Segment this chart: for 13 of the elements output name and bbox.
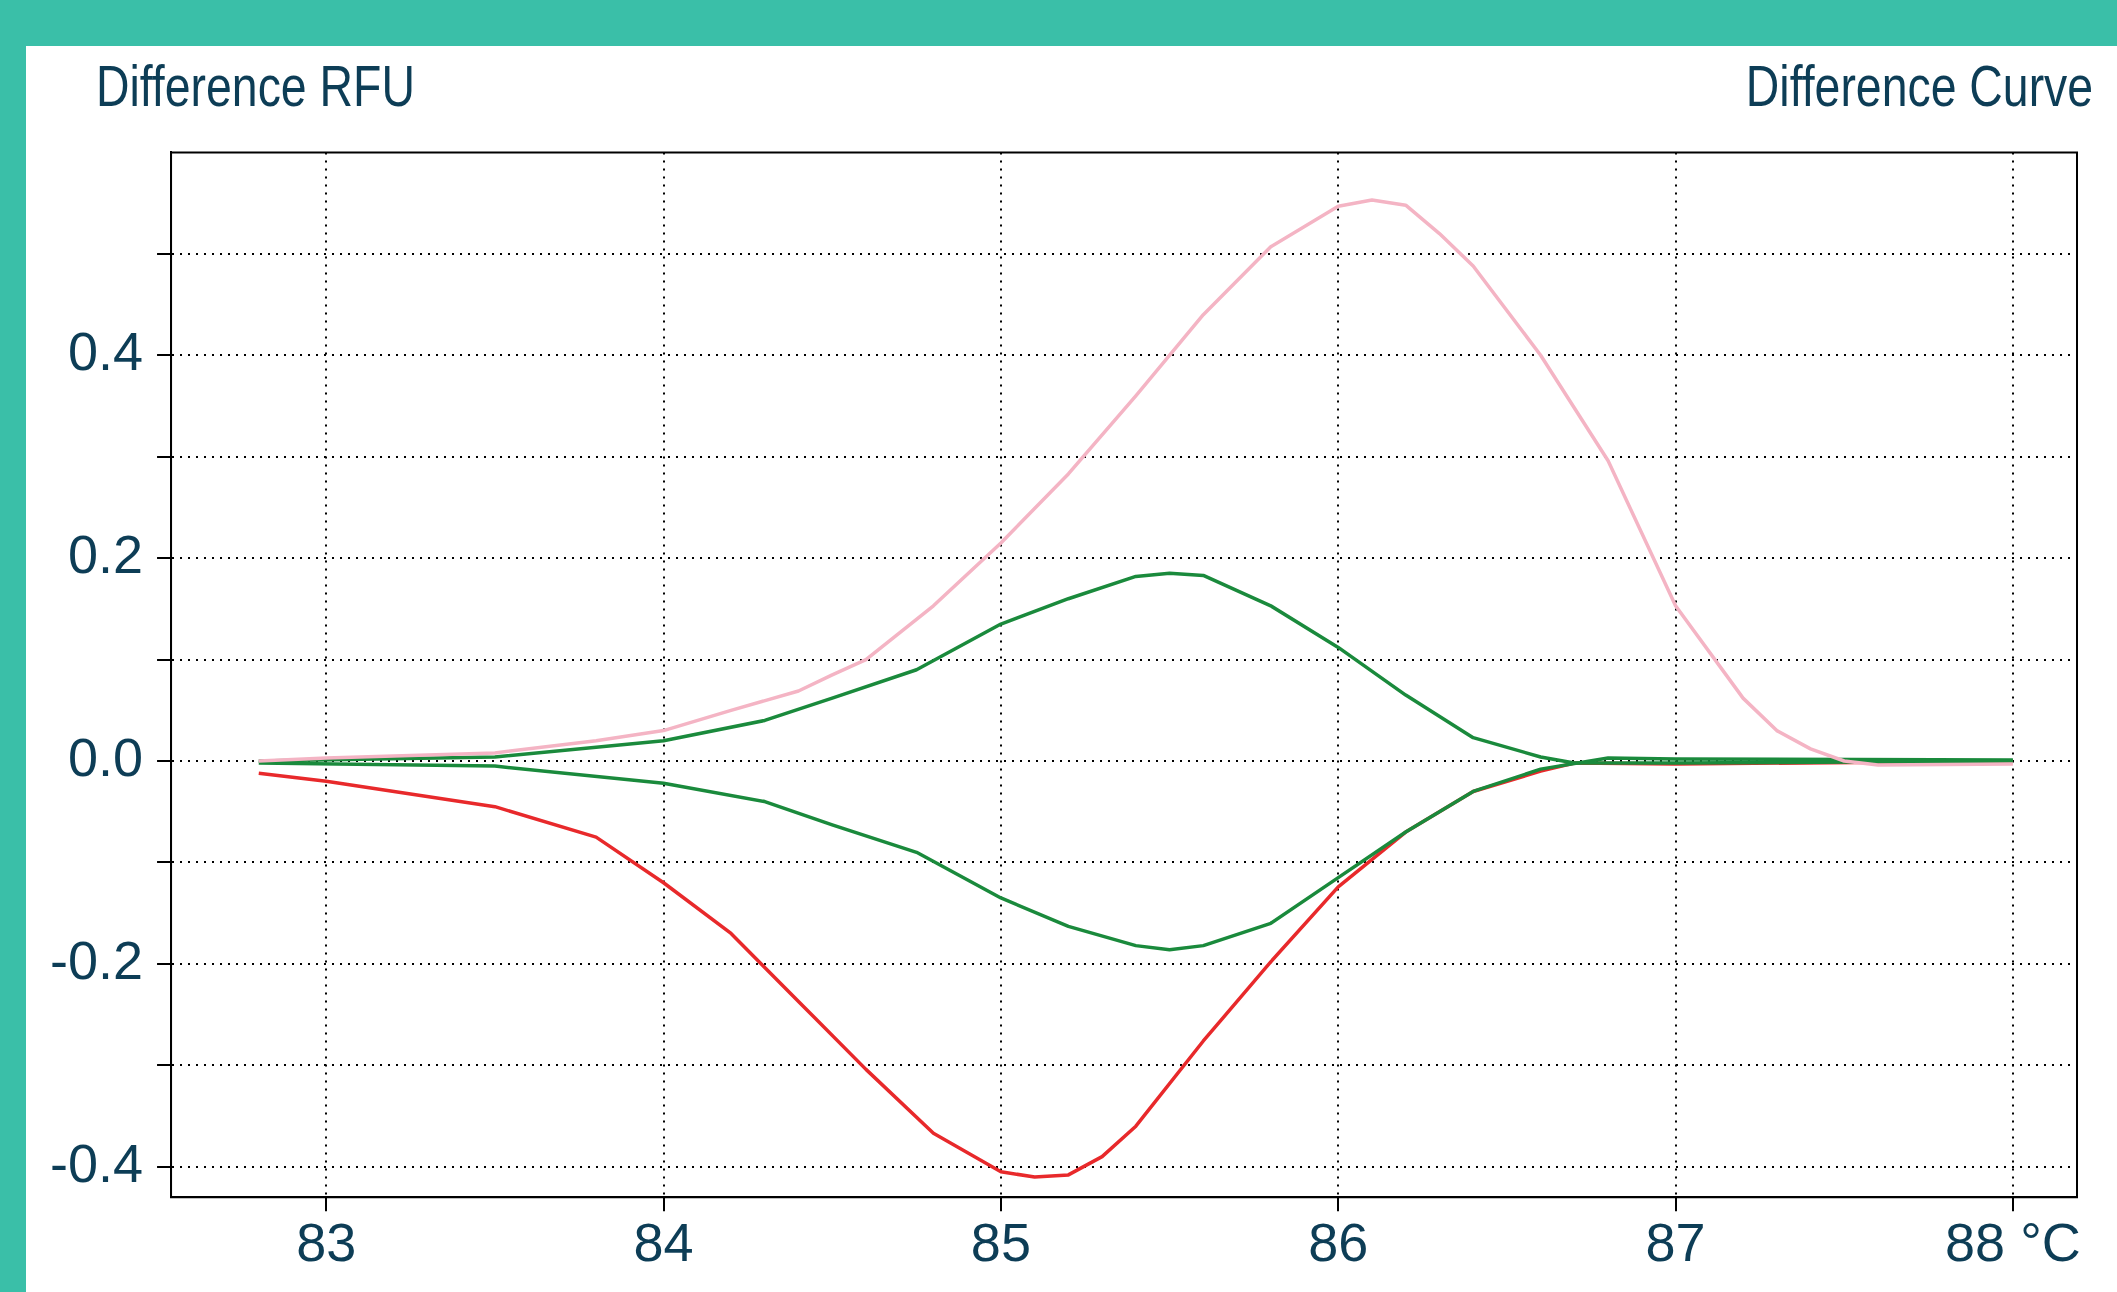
x-tick-label: 88 °C [1945,1212,2081,1273]
y-tick-label: 0.4 [67,321,144,382]
y-axis-title: Difference RFU [96,52,415,119]
chart-title: Difference Curve [1745,52,2093,119]
y-tick-label: -0.2 [49,929,144,990]
x-tick-label: 87 [1645,1212,1706,1273]
y-tick-label: -0.4 [49,1132,144,1193]
x-tick-label: 85 [970,1212,1031,1273]
x-tick-label: 86 [1308,1212,1369,1273]
y-tick-label: 0.2 [67,524,144,585]
x-tick-label: 83 [296,1212,357,1273]
x-tick-label: 84 [633,1212,694,1273]
y-tick-label: 0.0 [67,726,144,787]
